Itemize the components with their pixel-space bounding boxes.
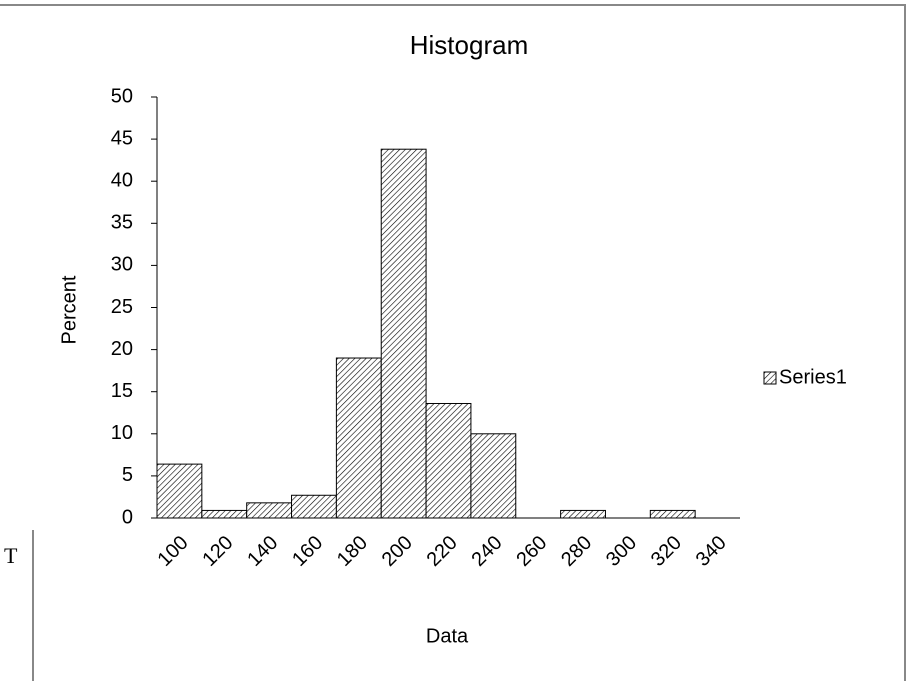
x-tick-label: 240 — [467, 532, 506, 571]
x-tick-label: 280 — [557, 532, 596, 571]
y-axis-title: Percent — [58, 275, 80, 344]
x-tick-label: 320 — [647, 532, 686, 571]
x-tick-label: 220 — [423, 532, 462, 571]
y-tick-label: 0 — [122, 506, 133, 528]
legend-label: Series1 — [779, 366, 847, 388]
y-tick-label: 20 — [111, 338, 133, 360]
bar — [201, 509, 248, 519]
y-tick-label: 10 — [111, 422, 133, 444]
bar — [246, 502, 293, 519]
bar — [649, 509, 696, 519]
bar — [425, 402, 472, 519]
frame — [0, 4, 906, 681]
x-tick-label: 140 — [243, 532, 282, 571]
y-tick-label: 35 — [111, 212, 133, 234]
bar — [335, 357, 382, 519]
y-tick-label: 5 — [122, 464, 133, 486]
y-tick-label: 40 — [111, 169, 133, 191]
chart-title: Histogram — [410, 30, 528, 60]
x-tick-label: 100 — [154, 532, 193, 571]
y-tick-label: 50 — [111, 85, 133, 107]
stray-text: T — [4, 543, 18, 568]
x-tick-label: 260 — [512, 532, 551, 571]
x-tick-label: 120 — [198, 532, 237, 571]
y-tick-label: 15 — [111, 380, 133, 402]
bar — [291, 494, 337, 519]
x-axis-title: Data — [426, 625, 469, 647]
bar — [470, 433, 517, 519]
x-tick-label: 160 — [288, 532, 327, 571]
x-tick-label: 200 — [378, 532, 417, 571]
bar — [560, 509, 606, 519]
y-tick-label: 45 — [111, 127, 133, 149]
x-tick-label: 180 — [333, 532, 372, 571]
x-tick-label: 340 — [692, 532, 731, 571]
y-tick-label: 30 — [111, 254, 133, 276]
x-tick-label: 300 — [602, 532, 641, 571]
bar — [380, 148, 427, 519]
legend-swatch — [763, 371, 777, 385]
bar — [156, 463, 203, 519]
y-tick-label: 25 — [111, 296, 133, 318]
